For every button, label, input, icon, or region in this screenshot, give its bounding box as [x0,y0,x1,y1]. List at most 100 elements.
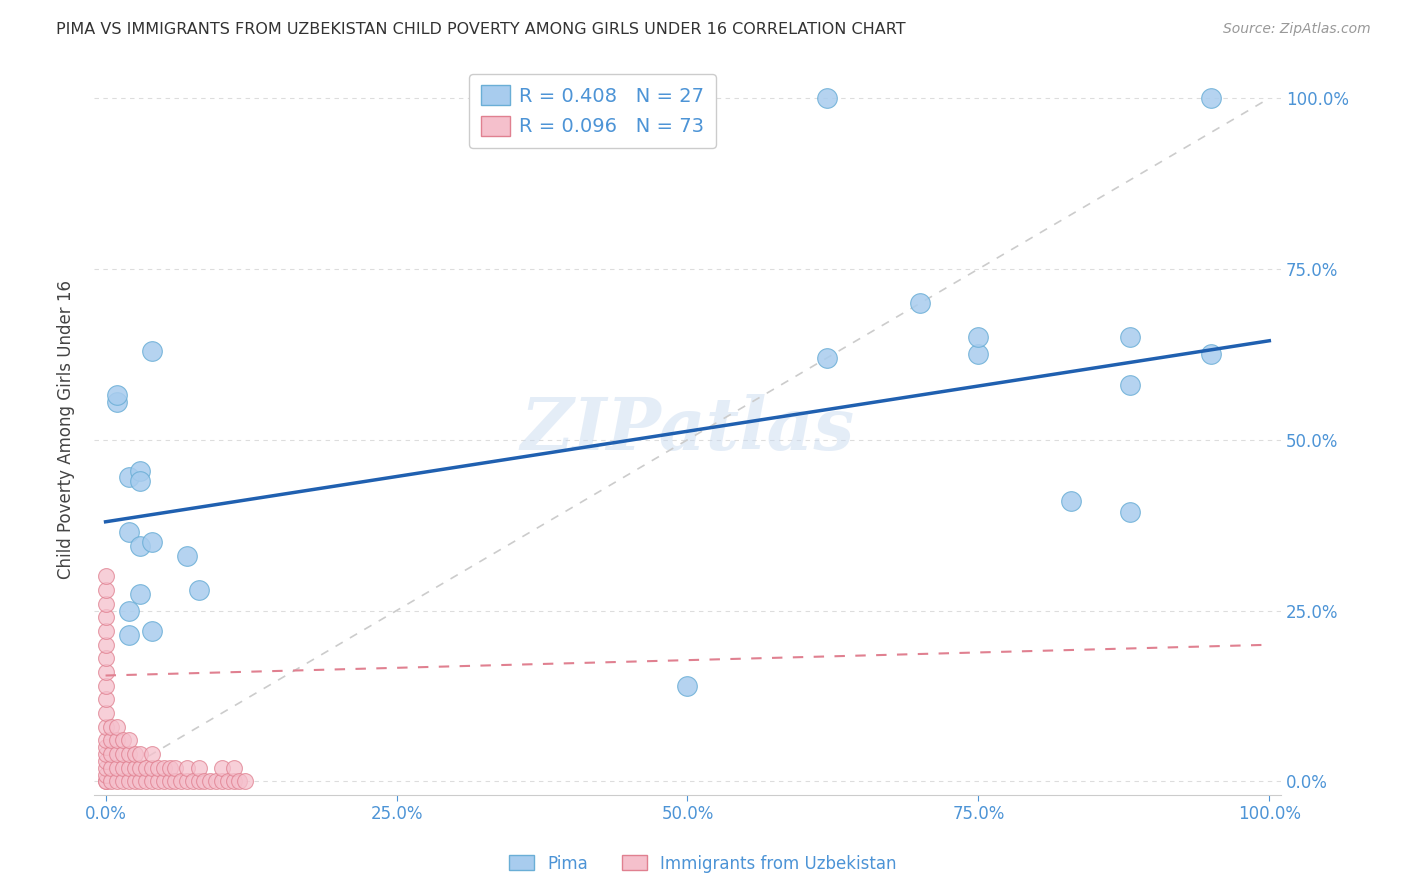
Legend: Pima, Immigrants from Uzbekistan: Pima, Immigrants from Uzbekistan [503,848,903,880]
Point [187,774,209,789]
Point [1118,378,1140,392]
Point [118,761,141,775]
Point [676,679,699,693]
Point [94,761,117,775]
Point [94,774,117,789]
Point [200,774,222,789]
Point [94,679,117,693]
Point [118,524,141,539]
Point [1060,494,1083,508]
Point [118,733,141,747]
Point [105,395,128,409]
Point [118,604,141,618]
Point [135,774,157,789]
Point [211,761,233,775]
Point [118,627,141,641]
Point [94,720,117,734]
Point [124,747,146,761]
Y-axis label: Child Poverty Among Girls Under 16: Child Poverty Among Girls Under 16 [58,280,75,579]
Point [94,569,117,583]
Point [165,774,187,789]
Point [187,761,209,775]
Point [228,774,250,789]
Point [152,774,174,789]
Legend: R = 0.408   N = 27, R = 0.096   N = 73: R = 0.408 N = 27, R = 0.096 N = 73 [468,74,716,148]
Point [176,761,198,775]
Point [105,774,128,789]
Point [129,539,152,553]
Point [105,747,128,761]
Point [129,747,152,761]
Text: PIMA VS IMMIGRANTS FROM UZBEKISTAN CHILD POVERTY AMONG GIRLS UNDER 16 CORRELATIO: PIMA VS IMMIGRANTS FROM UZBEKISTAN CHILD… [56,22,905,37]
Point [105,720,128,734]
Text: Source: ZipAtlas.com: Source: ZipAtlas.com [1223,22,1371,37]
Point [94,754,117,768]
Point [211,774,233,789]
Point [205,774,228,789]
Point [111,747,134,761]
Point [217,774,239,789]
Point [165,761,187,775]
Point [111,761,134,775]
Point [94,624,117,639]
Point [1199,91,1222,105]
Point [1199,347,1222,361]
Point [146,761,169,775]
Point [94,767,117,781]
Point [193,774,215,789]
Point [141,747,163,761]
Point [141,343,163,358]
Point [118,747,141,761]
Point [94,692,117,706]
Point [159,761,181,775]
Point [176,774,198,789]
Point [967,330,990,344]
Point [187,583,209,598]
Point [105,733,128,747]
Point [124,774,146,789]
Point [141,624,163,639]
Point [105,388,128,402]
Point [152,761,174,775]
Point [129,761,152,775]
Point [159,774,181,789]
Point [94,740,117,755]
Point [105,761,128,775]
Point [141,761,163,775]
Point [111,733,134,747]
Point [100,720,122,734]
Point [135,761,157,775]
Point [146,774,169,789]
Point [129,774,152,789]
Point [94,610,117,624]
Point [94,583,117,598]
Text: ZIPatlas: ZIPatlas [520,394,855,465]
Point [1118,330,1140,344]
Point [141,535,163,549]
Point [908,296,931,310]
Point [118,774,141,789]
Point [124,761,146,775]
Point [141,774,163,789]
Point [1118,504,1140,518]
Point [94,747,117,761]
Point [100,774,122,789]
Point [815,91,838,105]
Point [94,597,117,611]
Point [176,549,198,563]
Point [94,733,117,747]
Point [100,733,122,747]
Point [181,774,204,789]
Point [815,351,838,365]
Point [94,774,117,789]
Point [129,586,152,600]
Point [129,474,152,488]
Point [94,638,117,652]
Point [111,774,134,789]
Point [129,464,152,478]
Point [967,347,990,361]
Point [94,706,117,720]
Point [170,774,193,789]
Point [94,665,117,679]
Point [233,774,256,789]
